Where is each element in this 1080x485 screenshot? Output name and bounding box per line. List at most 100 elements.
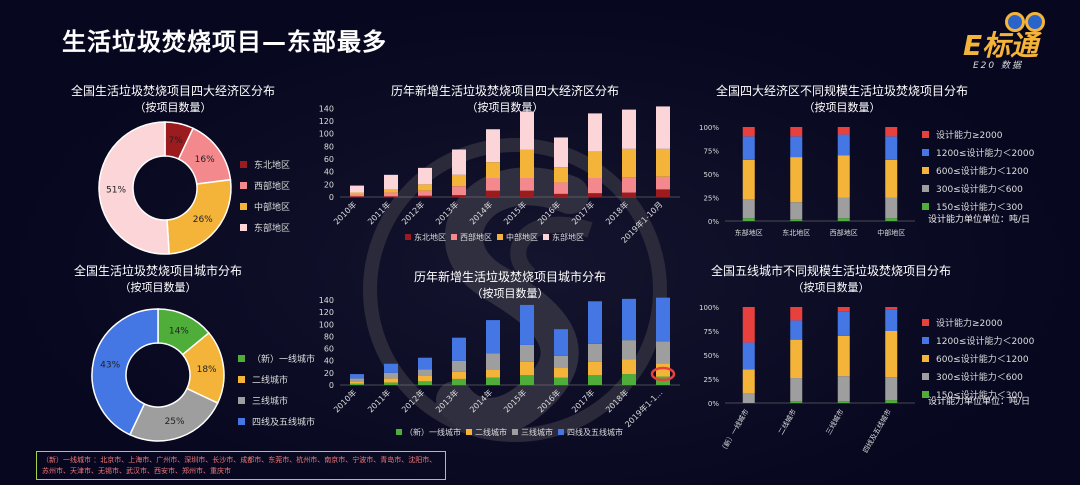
legend-label: 东部地区 <box>552 232 584 242</box>
y-tick-label: 80 <box>324 332 334 341</box>
bar-city-scale-legend: 设计能力≥2000 1200≤设计能力＜2000 600≤设计能力＜1200 300≤… <box>922 316 1034 406</box>
bar-segment <box>885 377 898 401</box>
legend-item: 1200≤设计能力＜2000 <box>922 146 1034 159</box>
legend-label: 设计能力≥2000 <box>936 131 1003 141</box>
bar-segment <box>622 109 636 149</box>
bar-segment <box>418 195 432 197</box>
bar-segment <box>885 218 898 221</box>
y-tick-label: 100% <box>699 304 719 312</box>
bar-segment <box>588 343 602 362</box>
bar-segment <box>885 127 898 137</box>
x-tick-label: 2011年 <box>365 199 392 226</box>
legend-item: 300≤设计能力＜600 <box>922 370 1034 383</box>
bar-region-year-chart: 0 20 40 60 80 100 120 140 2010年 2011年 2012年 2013年 20… <box>319 104 680 245</box>
legend-label: 西部地区 <box>460 232 492 242</box>
legend-label: 三线城市 <box>521 427 553 437</box>
legend-swatch <box>240 182 247 189</box>
y-tick-label: 0% <box>708 400 719 408</box>
legend-label: 二线城市 <box>475 427 507 437</box>
legend-swatch <box>922 355 929 362</box>
bar-city-scale-title: 全国五线城市不同规模生活垃圾焚烧项目分布 （按项目数量） <box>706 262 956 295</box>
bar-region-year-title-text: 历年新增生活垃圾焚烧项目四大经济区分布 <box>390 84 619 98</box>
legend-swatch <box>543 234 549 240</box>
bar-segment <box>384 174 398 190</box>
bar-segment <box>588 178 602 194</box>
legend-swatch <box>922 391 929 398</box>
bar-segment <box>837 134 850 156</box>
x-tick-label: 二线城市 <box>776 408 798 437</box>
bar-segment <box>588 113 602 152</box>
x-tick-label: 2011年 <box>365 387 392 414</box>
bar-segment <box>742 342 755 370</box>
y-tick-label: 40 <box>324 357 334 366</box>
legend-swatch <box>922 149 929 156</box>
bar-segment <box>520 375 534 385</box>
bar-segment <box>656 341 670 364</box>
bar-segment <box>384 363 398 373</box>
pie-region-title: 全国生活垃圾焚烧项目四大经济区分布 （按项目数量） <box>58 82 288 115</box>
bar-segment <box>656 363 670 377</box>
bar-segment <box>588 361 602 376</box>
pie-city-title: 全国生活垃圾焚烧项目城市分布 （按项目数量） <box>58 262 258 295</box>
bar-city-scale-chart: 0% 25% 50% 75% 100% （新）一线城市 二线城市 三线城市 四线及五线城市 <box>699 304 915 454</box>
bar-segment <box>656 106 670 149</box>
y-tick-label: 20 <box>324 180 334 189</box>
bar-segment <box>486 129 500 163</box>
legend-item: 设计能力≥2000 <box>922 128 1034 141</box>
bar-segment <box>554 377 568 385</box>
bar-segment <box>520 361 534 376</box>
legend-label: 四线及五线城市 <box>252 418 316 428</box>
bar-segment <box>554 368 568 378</box>
logo-text: E标通 <box>963 29 1039 62</box>
bar-segment <box>452 360 466 372</box>
bar-segment <box>790 127 803 137</box>
bar-segment <box>384 372 398 379</box>
bar-segment <box>418 184 432 191</box>
legend-label: 300≤设计能力＜600 <box>936 185 1023 195</box>
legend-label: 四线及五线城市 <box>567 427 623 437</box>
bar-segment <box>837 376 850 402</box>
x-tick-label: 东北地区 <box>782 228 810 237</box>
highlight-circle <box>650 366 676 382</box>
bar-segment <box>520 190 534 197</box>
legend-swatch <box>922 167 929 174</box>
bar-city-year-title-text: 历年新增生活垃圾焚烧项目城市分布 <box>413 270 606 284</box>
bar-region-scale-legend: 设计能力≥2000 1200≤设计能力＜2000 600≤设计能力＜1200 300≤… <box>922 128 1034 218</box>
x-tick-label: 2014年 <box>467 199 494 226</box>
x-tick-label: 东部地区 <box>735 228 763 237</box>
chart-legend: 东北地区 西部地区 中部地区 东部地区 <box>405 232 584 242</box>
legend-label: 600≤设计能力＜1200 <box>936 355 1029 365</box>
pie-slice <box>91 308 159 436</box>
bar-segment <box>418 369 432 376</box>
bar-segment <box>885 400 898 403</box>
bar-segment <box>742 307 755 343</box>
bar-city-scale-title-text: 全国五线城市不同规模生活垃圾焚烧项目分布 <box>710 264 951 278</box>
x-tick-label: 2010年 <box>331 199 358 226</box>
pie-slice-label: 14% <box>169 327 189 337</box>
bar-city-year-chart: 0 20 40 60 80 100 120 140 2010年 2011年 2012年 2013年 20… <box>319 296 680 437</box>
legend-label: 三线城市 <box>252 397 289 407</box>
tier1-city-note: （新）一线城市 ：北京市、上海市、广州市、深圳市、长沙市、成都市、东莞市、杭州市… <box>36 451 446 480</box>
legend-label: 150≤设计能力＜300 <box>936 203 1023 213</box>
legend-swatch <box>922 203 929 210</box>
y-tick-label: 75% <box>703 328 719 336</box>
bar-segment <box>554 193 568 197</box>
legend-item: 300≤设计能力＜600 <box>922 182 1034 195</box>
legend-item: 东北地区 <box>240 158 290 171</box>
bar-segment <box>622 340 636 360</box>
bar-segment <box>350 192 364 195</box>
bar-segment <box>350 383 364 385</box>
legend-swatch <box>922 185 929 192</box>
legend-label: 600≤设计能力＜1200 <box>936 167 1029 177</box>
x-tick-label: 2010年 <box>331 387 358 414</box>
bar-segment <box>742 199 755 219</box>
y-tick-label: 120 <box>319 117 334 126</box>
pie-slice-label: 7% <box>169 136 184 146</box>
bar-segment <box>885 331 898 378</box>
y-tick-label: 75% <box>703 148 719 156</box>
bar-segment <box>885 159 898 198</box>
bar-segment <box>554 355 568 369</box>
legend-item: 二线城市 <box>238 373 315 386</box>
bar-segment <box>790 378 803 402</box>
